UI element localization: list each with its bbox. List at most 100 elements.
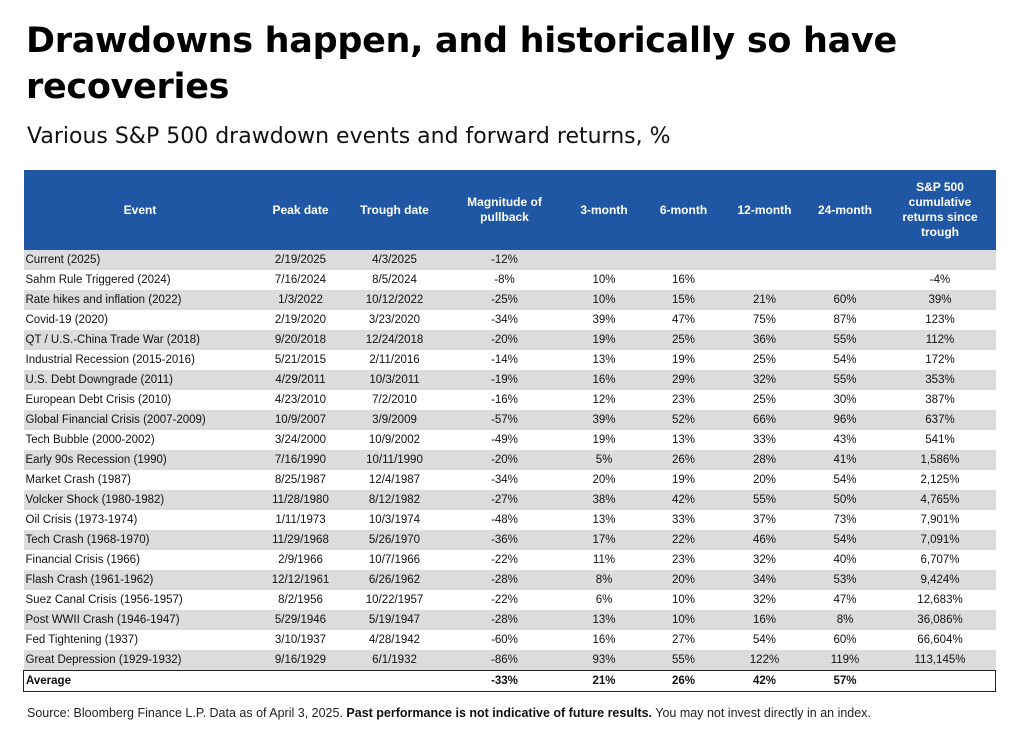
- cell-event: Covid-19 (2020): [23, 310, 257, 330]
- table-row: QT / U.S.-China Trade War (2018) 9/20/201…: [23, 330, 996, 350]
- average-cell-24-month: 57%: [805, 670, 885, 692]
- cell-24-month: 30%: [805, 390, 885, 410]
- cell-6-month: 16%: [643, 270, 724, 290]
- cell-peak-date: 5/29/1946: [256, 610, 345, 630]
- cell-peak-date: 11/29/1968: [256, 530, 345, 550]
- column-header-6-month: 6-month: [643, 170, 724, 250]
- cell-cumulative: 6,707%: [884, 550, 996, 570]
- cell-3-month: 93%: [564, 650, 644, 671]
- cell-24-month: 73%: [805, 510, 885, 530]
- cell-magnitude: -60%: [444, 630, 565, 650]
- cell-3-month: 6%: [564, 590, 644, 610]
- cell-3-month: [564, 250, 644, 270]
- cell-peak-date: 8/2/1956: [256, 590, 345, 610]
- cell-peak-date: 9/20/2018: [256, 330, 345, 350]
- cell-magnitude: -49%: [444, 430, 565, 450]
- table-row: Suez Canal Crisis (1956-1957) 8/2/1956 10/…: [23, 590, 996, 610]
- table-row: Market Crash (1987) 8/25/1987 12/4/1987 -34…: [23, 470, 996, 490]
- drawdown-table-container: Event Peak date Trough date Magnitude of pu…: [23, 170, 996, 692]
- cell-magnitude: -16%: [444, 390, 565, 410]
- cell-event: Current (2025): [23, 250, 257, 270]
- source-text: Source: Bloomberg Finance L.P. Data as o…: [27, 706, 347, 720]
- cell-3-month: 11%: [564, 550, 644, 570]
- table-row: Great Depression (1929-1932) 9/16/1929 6/1…: [23, 650, 996, 671]
- cell-12-month: 25%: [723, 390, 806, 410]
- cell-event: Global Financial Crisis (2007-2009): [23, 410, 257, 430]
- cell-24-month: 8%: [805, 610, 885, 630]
- cell-12-month: 28%: [723, 450, 806, 470]
- cell-trough-date: 6/1/1932: [344, 650, 445, 671]
- cell-peak-date: 2/19/2020: [256, 310, 345, 330]
- cell-event: U.S. Debt Downgrade (2011): [23, 370, 257, 390]
- cell-3-month: 10%: [564, 290, 644, 310]
- cell-6-month: 25%: [643, 330, 724, 350]
- average-cell-6-month: 26%: [643, 670, 724, 692]
- table-row: Current (2025) 2/19/2025 4/3/2025 -12%: [23, 250, 996, 270]
- table-average-row: Average -33% 21% 26% 42% 57%: [23, 670, 996, 692]
- cell-trough-date: 10/22/1957: [344, 590, 445, 610]
- table-row: Early 90s Recession (1990) 7/16/1990 10/11…: [23, 450, 996, 470]
- cell-12-month: 37%: [723, 510, 806, 530]
- cell-12-month: 33%: [723, 430, 806, 450]
- cell-12-month: 46%: [723, 530, 806, 550]
- cell-24-month: 119%: [805, 650, 885, 671]
- cell-cumulative: 2,125%: [884, 470, 996, 490]
- cell-trough-date: 10/11/1990: [344, 450, 445, 470]
- cell-event: Financial Crisis (1966): [23, 550, 257, 570]
- cell-magnitude: -34%: [444, 310, 565, 330]
- cell-event: Early 90s Recession (1990): [23, 450, 257, 470]
- cell-24-month: 47%: [805, 590, 885, 610]
- cell-event: Fed Tightening (1937): [23, 630, 257, 650]
- cell-magnitude: -57%: [444, 410, 565, 430]
- cell-24-month: 60%: [805, 290, 885, 310]
- average-cell-trough-date: [344, 670, 445, 692]
- cell-peak-date: 2/19/2025: [256, 250, 345, 270]
- cell-trough-date: 8/5/2024: [344, 270, 445, 290]
- cell-3-month: 13%: [564, 350, 644, 370]
- cell-6-month: 52%: [643, 410, 724, 430]
- table-row: Oil Crisis (1973-1974) 1/11/1973 10/3/1974…: [23, 510, 996, 530]
- cell-peak-date: 2/9/1966: [256, 550, 345, 570]
- cell-magnitude: -48%: [444, 510, 565, 530]
- cell-peak-date: 10/9/2007: [256, 410, 345, 430]
- cell-cumulative: [884, 250, 996, 270]
- cell-3-month: 16%: [564, 630, 644, 650]
- cell-24-month: 96%: [805, 410, 885, 430]
- cell-24-month: 55%: [805, 370, 885, 390]
- cell-6-month: 15%: [643, 290, 724, 310]
- table-row: Tech Crash (1968-1970) 11/29/1968 5/26/197…: [23, 530, 996, 550]
- table-row: Industrial Recession (2015-2016) 5/21/201…: [23, 350, 996, 370]
- cell-12-month: 122%: [723, 650, 806, 671]
- cell-peak-date: 1/11/1973: [256, 510, 345, 530]
- drawdown-table: Event Peak date Trough date Magnitude of pu…: [23, 170, 996, 692]
- average-cell-cumulative: [884, 670, 996, 692]
- cell-3-month: 8%: [564, 570, 644, 590]
- cell-event: Tech Crash (1968-1970): [23, 530, 257, 550]
- cell-magnitude: -20%: [444, 330, 565, 350]
- cell-event: Sahm Rule Triggered (2024): [23, 270, 257, 290]
- average-cell-magnitude: -33%: [444, 670, 565, 692]
- cell-24-month: 55%: [805, 330, 885, 350]
- cell-3-month: 19%: [564, 330, 644, 350]
- table-row: European Debt Crisis (2010) 4/23/2010 7/2/…: [23, 390, 996, 410]
- cell-cumulative: 112%: [884, 330, 996, 350]
- cell-3-month: 5%: [564, 450, 644, 470]
- cell-trough-date: 2/11/2016: [344, 350, 445, 370]
- cell-cumulative: 123%: [884, 310, 996, 330]
- cell-24-month: 60%: [805, 630, 885, 650]
- cell-12-month: 34%: [723, 570, 806, 590]
- column-header-peak-date: Peak date: [256, 170, 345, 250]
- cell-peak-date: 9/16/1929: [256, 650, 345, 671]
- table-row: Volcker Shock (1980-1982) 11/28/1980 8/12/…: [23, 490, 996, 510]
- cell-event: Suez Canal Crisis (1956-1957): [23, 590, 257, 610]
- cell-6-month: [643, 250, 724, 270]
- average-cell-12-month: 42%: [723, 670, 806, 692]
- cell-6-month: 13%: [643, 430, 724, 450]
- cell-magnitude: -22%: [444, 590, 565, 610]
- cell-trough-date: 7/2/2010: [344, 390, 445, 410]
- average-cell-event: Average: [23, 670, 257, 692]
- cell-3-month: 13%: [564, 610, 644, 630]
- cell-magnitude: -28%: [444, 570, 565, 590]
- cell-trough-date: 10/12/2022: [344, 290, 445, 310]
- cell-6-month: 47%: [643, 310, 724, 330]
